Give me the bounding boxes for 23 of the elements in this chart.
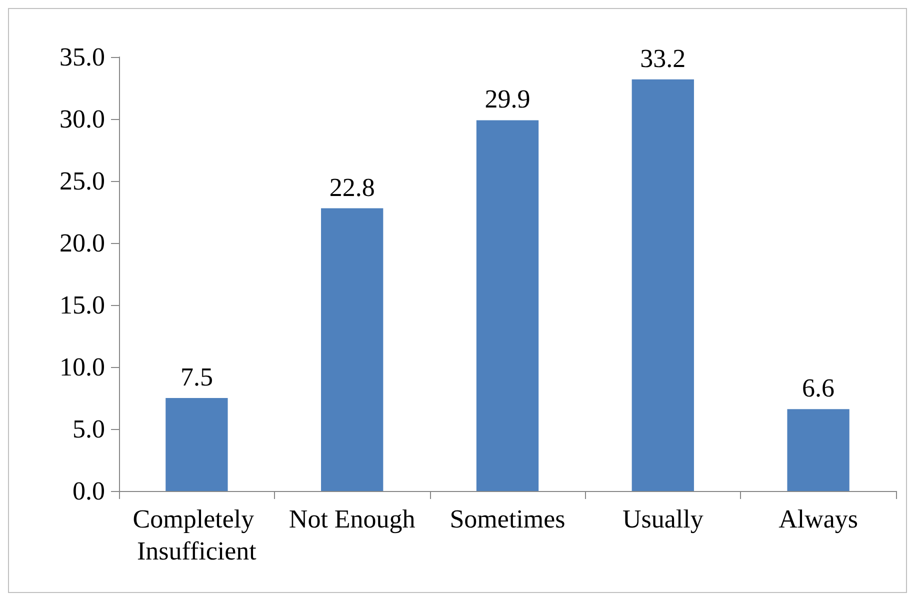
y-tick-label: 20.0 (60, 228, 105, 258)
data-label: 22.8 (329, 172, 375, 202)
x-tick-label: Usually (622, 504, 704, 534)
x-tick-label: Always (778, 504, 858, 534)
data-label: 6.6 (802, 374, 835, 403)
y-tick-label: 35.0 (60, 42, 105, 72)
y-tick-label: 5.0 (72, 414, 105, 444)
data-label: 33.2 (640, 44, 686, 73)
bar (476, 120, 539, 491)
y-tick-label: 15.0 (60, 290, 105, 320)
y-tick-label: 0.0 (72, 476, 105, 506)
y-tick-label: 30.0 (60, 104, 105, 134)
x-tick-label: Not Enough (288, 504, 416, 534)
bar (632, 79, 694, 491)
y-tick-label: 10.0 (60, 352, 105, 382)
bar (787, 409, 850, 491)
y-tick-label: 25.0 (60, 166, 105, 196)
bar (321, 208, 384, 491)
data-label: 29.9 (484, 84, 530, 114)
x-tick-label: Completely Insufficient (132, 504, 261, 566)
x-tick-label: Sometimes (450, 504, 566, 534)
bar (166, 398, 228, 491)
data-label: 7.5 (180, 362, 213, 392)
